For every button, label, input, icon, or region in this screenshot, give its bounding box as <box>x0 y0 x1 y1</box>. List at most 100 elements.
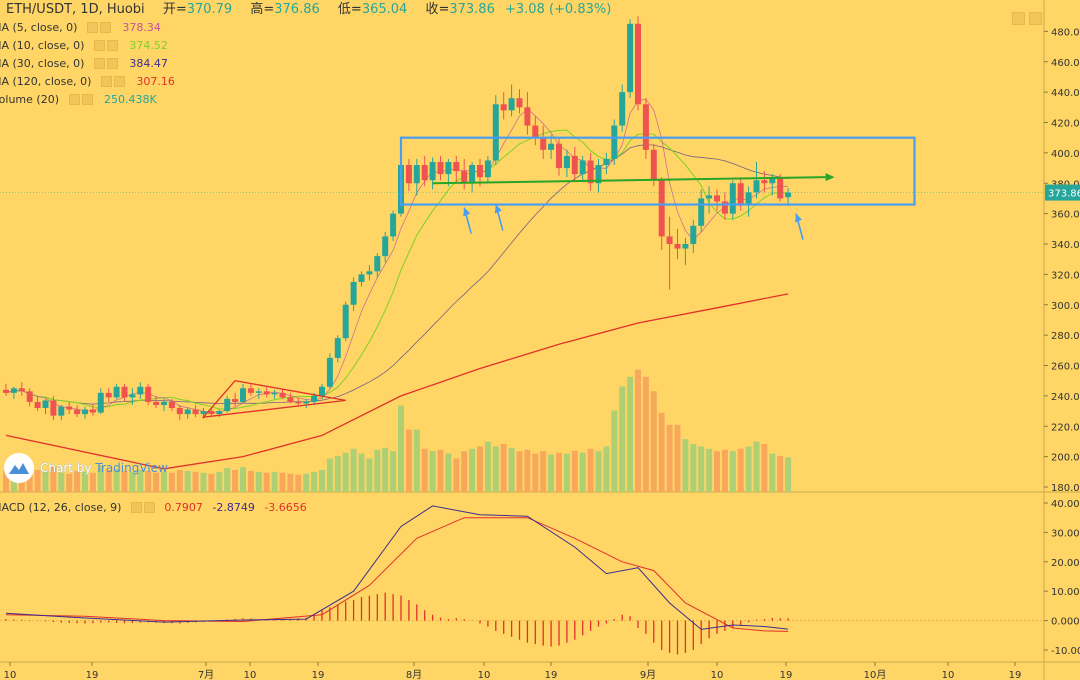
candle-body[interactable] <box>18 388 25 392</box>
candle-body[interactable] <box>121 386 128 398</box>
candle-body[interactable] <box>192 409 199 415</box>
close-icon[interactable] <box>106 58 118 69</box>
candle-body[interactable] <box>240 388 246 402</box>
candle-body[interactable] <box>777 177 784 199</box>
annotation-range-box[interactable] <box>399 136 916 206</box>
candle-body[interactable] <box>3 389 9 393</box>
close-icon[interactable] <box>99 22 111 33</box>
candle-body[interactable] <box>208 411 215 415</box>
candle-body[interactable] <box>74 409 81 415</box>
candle-body[interactable] <box>334 338 341 358</box>
tradingview-watermark[interactable]: Chart by TradingView <box>4 453 168 483</box>
candle-body[interactable] <box>714 195 720 202</box>
maximize-icon[interactable] <box>1012 12 1025 25</box>
settings-icon[interactable] <box>93 58 105 69</box>
candle-body[interactable] <box>753 180 760 193</box>
candle-body[interactable] <box>366 271 373 275</box>
candle-body[interactable] <box>461 171 468 184</box>
candle-body[interactable] <box>540 137 547 150</box>
candle-body[interactable] <box>579 160 586 175</box>
candle-body[interactable] <box>477 165 483 178</box>
candle-body[interactable] <box>82 409 88 415</box>
candle-body[interactable] <box>587 160 594 184</box>
settings-icon[interactable] <box>100 76 112 87</box>
candle-body[interactable] <box>326 357 333 387</box>
candle-body[interactable] <box>58 406 65 416</box>
candle-body[interactable] <box>26 391 33 402</box>
close-icon[interactable] <box>143 502 155 513</box>
candle-body[interactable] <box>161 401 167 405</box>
settings-icon[interactable] <box>86 22 98 33</box>
candle-body[interactable] <box>129 394 136 398</box>
candle-body[interactable] <box>137 386 144 395</box>
candle-body[interactable] <box>666 236 673 244</box>
settings-icon[interactable] <box>93 40 105 51</box>
collapse-icon[interactable] <box>1029 12 1042 25</box>
candle-body[interactable] <box>34 401 41 409</box>
candle-body[interactable] <box>232 398 239 402</box>
candle-body[interactable] <box>374 256 381 272</box>
candle-body[interactable] <box>556 143 562 169</box>
candle-body[interactable] <box>176 408 183 415</box>
candle-body[interactable] <box>10 388 17 393</box>
candle-body[interactable] <box>453 161 460 172</box>
candle-body[interactable] <box>97 392 104 413</box>
close-icon[interactable] <box>106 40 118 51</box>
candle-body[interactable] <box>437 161 444 175</box>
candle-body[interactable] <box>224 398 231 412</box>
candle-body[interactable] <box>168 401 175 409</box>
candle-body[interactable] <box>500 104 507 111</box>
candle-body[interactable] <box>682 244 689 249</box>
candle-body[interactable] <box>247 388 254 393</box>
candle-body[interactable] <box>342 304 349 339</box>
candle-body[interactable] <box>66 406 73 410</box>
candle-body[interactable] <box>89 409 96 413</box>
candle-body[interactable] <box>405 165 412 184</box>
candle-body[interactable] <box>619 92 626 126</box>
candle-body[interactable] <box>745 192 752 205</box>
candle-body[interactable] <box>508 98 515 111</box>
annotation-trend-line[interactable] <box>432 176 828 185</box>
candle-body[interactable] <box>571 155 578 175</box>
candle-body[interactable] <box>729 183 736 214</box>
candle-body[interactable] <box>627 23 634 93</box>
candle-body[interactable] <box>737 183 744 205</box>
candle-body[interactable] <box>319 386 325 396</box>
candle-body[interactable] <box>516 98 523 108</box>
candle-body[interactable] <box>390 213 397 237</box>
candle-body[interactable] <box>287 397 294 402</box>
candle-body[interactable] <box>532 125 539 138</box>
candle-body[interactable] <box>721 201 728 214</box>
candle-body[interactable] <box>761 180 768 184</box>
candle-body[interactable] <box>706 195 713 199</box>
settings-icon[interactable] <box>130 502 142 513</box>
settings-icon[interactable] <box>68 94 80 105</box>
candle-body[interactable] <box>603 158 610 166</box>
candle-body[interactable] <box>690 225 697 244</box>
candle-body[interactable] <box>42 400 49 409</box>
candle-body[interactable] <box>469 165 476 184</box>
close-icon[interactable] <box>113 76 125 87</box>
candle-body[interactable] <box>563 155 570 169</box>
candle-body[interactable] <box>279 392 286 398</box>
candle-body[interactable] <box>769 177 776 184</box>
candle-body[interactable] <box>216 411 223 415</box>
candle-body[interactable] <box>50 400 57 416</box>
candle-body[interactable] <box>429 161 436 181</box>
candle-body[interactable] <box>184 409 191 415</box>
candle-body[interactable] <box>484 160 491 178</box>
candle-body[interactable] <box>524 107 531 126</box>
candle-body[interactable] <box>382 236 389 257</box>
candle-body[interactable] <box>595 165 602 184</box>
candle-body[interactable] <box>303 401 310 404</box>
candle-body[interactable] <box>153 401 160 405</box>
candle-body[interactable] <box>642 104 649 150</box>
candle-body[interactable] <box>105 392 112 398</box>
candle-body[interactable] <box>650 149 657 181</box>
candle-body[interactable] <box>674 244 681 249</box>
close-icon[interactable] <box>81 94 93 105</box>
candle-body[interactable] <box>548 143 555 150</box>
candle-body[interactable] <box>113 386 120 398</box>
candle-body[interactable] <box>611 125 618 159</box>
